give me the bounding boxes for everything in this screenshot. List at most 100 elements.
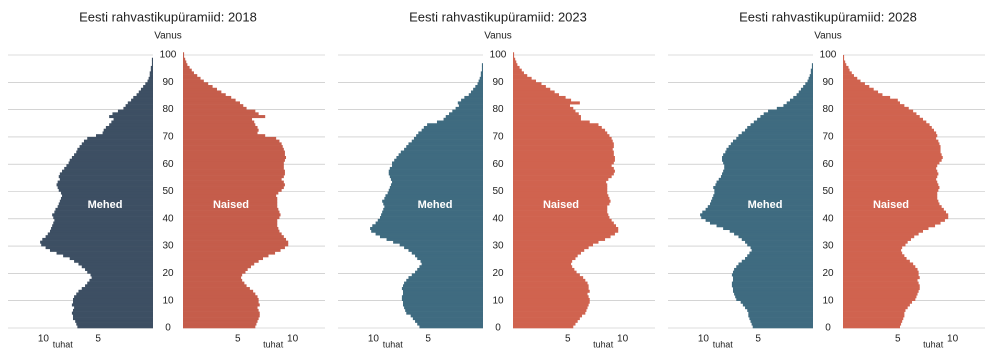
- bar: [513, 226, 619, 231]
- bar: [513, 246, 589, 250]
- bar: [386, 237, 483, 241]
- x-tick-label: 10: [38, 334, 50, 345]
- bar: [404, 306, 483, 310]
- bar: [455, 106, 483, 110]
- bar: [47, 232, 154, 236]
- y-tick-label: 50: [822, 186, 834, 197]
- bar: [62, 194, 154, 198]
- y-tick-label: 100: [490, 50, 507, 61]
- bar: [724, 164, 813, 168]
- bar: [513, 76, 532, 80]
- bar: [183, 172, 285, 176]
- bar: [87, 281, 153, 285]
- bar: [64, 166, 153, 170]
- bar: [513, 136, 612, 140]
- bar: [753, 120, 813, 124]
- bar: [475, 85, 483, 89]
- bar: [513, 292, 588, 296]
- bar: [49, 229, 154, 233]
- bar: [379, 216, 483, 220]
- bar: [843, 284, 920, 288]
- bar: [843, 303, 910, 307]
- bar: [513, 125, 602, 130]
- bar: [411, 139, 483, 143]
- bar: [183, 57, 186, 61]
- bar: [736, 136, 813, 140]
- bar: [513, 55, 515, 59]
- bar: [415, 270, 483, 274]
- bar: [77, 147, 153, 151]
- y-tick-label: 10: [162, 295, 174, 306]
- bar: [734, 292, 813, 296]
- bar: [401, 287, 483, 291]
- bar: [513, 317, 580, 321]
- bar: [423, 125, 483, 130]
- bar: [183, 196, 278, 200]
- y-tick-label: 40: [492, 213, 504, 224]
- x-tick-label: 5: [95, 334, 101, 345]
- bar: [745, 240, 813, 244]
- y-tick-label: 60: [492, 159, 504, 170]
- bar: [513, 153, 614, 157]
- bar: [404, 246, 483, 250]
- y-tick-label: 30: [492, 241, 504, 252]
- y-tick-label: 100: [820, 50, 837, 61]
- bar: [183, 186, 284, 190]
- bar: [57, 186, 154, 190]
- bar: [745, 257, 813, 261]
- bar: [763, 112, 813, 116]
- bar: [707, 205, 813, 209]
- series-label: Mehed: [88, 199, 123, 211]
- bar: [513, 65, 520, 69]
- bar: [383, 207, 483, 211]
- bar: [183, 142, 282, 146]
- bar: [59, 199, 154, 203]
- bar: [183, 71, 194, 75]
- bar: [513, 297, 590, 301]
- bar: [843, 314, 905, 318]
- bar: [723, 161, 813, 165]
- x-axis-label: tuhat: [263, 339, 284, 349]
- bar: [718, 177, 813, 181]
- bar: [183, 306, 258, 310]
- bar: [811, 63, 813, 67]
- bar: [513, 186, 608, 190]
- bar: [513, 191, 608, 195]
- bar: [513, 60, 517, 64]
- bar: [478, 79, 483, 83]
- bar: [404, 147, 483, 151]
- bar: [843, 169, 938, 173]
- bar: [723, 226, 813, 231]
- bar: [843, 186, 940, 190]
- bar: [810, 68, 813, 72]
- bar: [183, 150, 285, 154]
- bar: [379, 235, 483, 239]
- bar: [401, 297, 483, 301]
- bar: [183, 109, 256, 113]
- bar: [732, 287, 813, 291]
- bar: [843, 265, 916, 269]
- bar: [513, 194, 609, 198]
- bar: [41, 243, 153, 247]
- bar: [513, 205, 608, 209]
- bar: [406, 311, 483, 315]
- bar: [513, 278, 586, 282]
- bar: [712, 196, 813, 200]
- bar: [513, 281, 588, 285]
- bar: [410, 314, 483, 318]
- bar: [843, 297, 916, 301]
- bar: [183, 158, 285, 162]
- bar: [805, 82, 813, 86]
- bar: [183, 287, 250, 291]
- bar: [389, 186, 483, 190]
- bar: [843, 317, 904, 321]
- bar: [79, 145, 153, 149]
- bar: [87, 270, 153, 274]
- bar: [183, 145, 283, 149]
- bar: [63, 254, 153, 258]
- bar: [77, 325, 153, 329]
- bar: [183, 314, 260, 318]
- bar: [843, 55, 845, 59]
